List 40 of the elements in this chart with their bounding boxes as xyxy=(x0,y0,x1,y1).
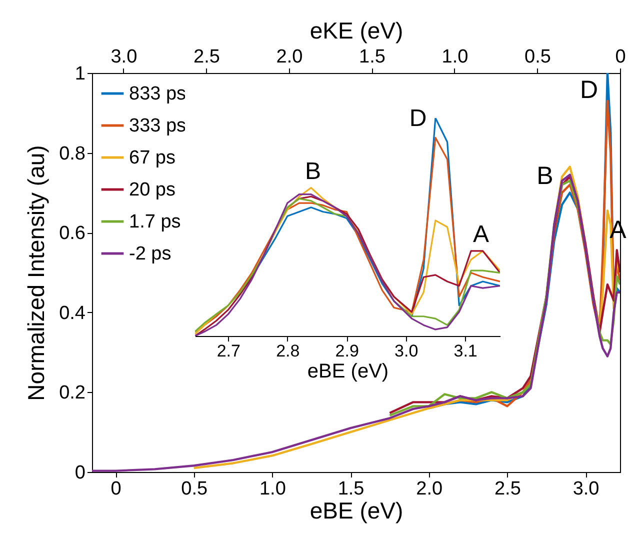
x-tick-label: 3.0 xyxy=(394,342,418,360)
y-tick-label: 1 xyxy=(74,64,86,84)
x-tick-label: 2.7 xyxy=(216,342,240,360)
x2-tick-label: 0 xyxy=(615,46,626,68)
x-tick-label: 1.5 xyxy=(338,478,364,500)
x-tick-label: 0 xyxy=(110,478,122,500)
x-tick-label: 0.5 xyxy=(181,478,208,500)
legend-label: 67 ps xyxy=(129,148,176,168)
x-tick-label: 2.8 xyxy=(276,342,300,360)
x-tick-label: 3.1 xyxy=(454,342,478,360)
x2-tick-label: 1.5 xyxy=(359,46,386,68)
x-axis-title: eBE (eV) xyxy=(307,360,389,382)
annotation: B xyxy=(536,162,554,190)
y-tick-label: 0.6 xyxy=(59,223,86,244)
x-axis-title: eBE (eV) xyxy=(310,498,404,524)
y-tick-label: 0.4 xyxy=(59,302,86,324)
y-tick-label: 0.2 xyxy=(59,382,86,404)
x2-tick-label: 3.0 xyxy=(110,46,138,68)
annotation: D xyxy=(409,105,427,132)
x-tick-label: 2.9 xyxy=(335,342,359,360)
legend-label: 1.7 ps xyxy=(129,212,181,232)
legend-label: 333 ps xyxy=(129,116,186,136)
x-tick-label: 3.0 xyxy=(572,478,600,500)
legend-label: 833 ps xyxy=(129,84,186,104)
x-tick-label: 1.0 xyxy=(259,478,286,500)
x2-tick-label: 0.5 xyxy=(524,46,551,68)
annotation: A xyxy=(472,221,490,248)
x2-tick-label: 2.0 xyxy=(276,46,303,68)
y-tick-label: 0.8 xyxy=(59,143,86,164)
y-tick-label: 0 xyxy=(74,462,86,484)
x2-tick-label: 2.5 xyxy=(193,46,220,68)
x2-tick-label: 1.0 xyxy=(442,46,468,68)
x2-axis-title: eKE (eV) xyxy=(310,18,404,44)
y-axis-title: Normalized Intensity (au) xyxy=(23,145,50,401)
annotation: D xyxy=(580,76,598,104)
legend-label: 20 ps xyxy=(129,180,176,200)
x-tick-label: 2.0 xyxy=(416,478,443,500)
annotation: B xyxy=(304,158,322,185)
x-tick-label: 2.5 xyxy=(494,478,521,500)
legend-label: -2 ps xyxy=(129,244,172,264)
